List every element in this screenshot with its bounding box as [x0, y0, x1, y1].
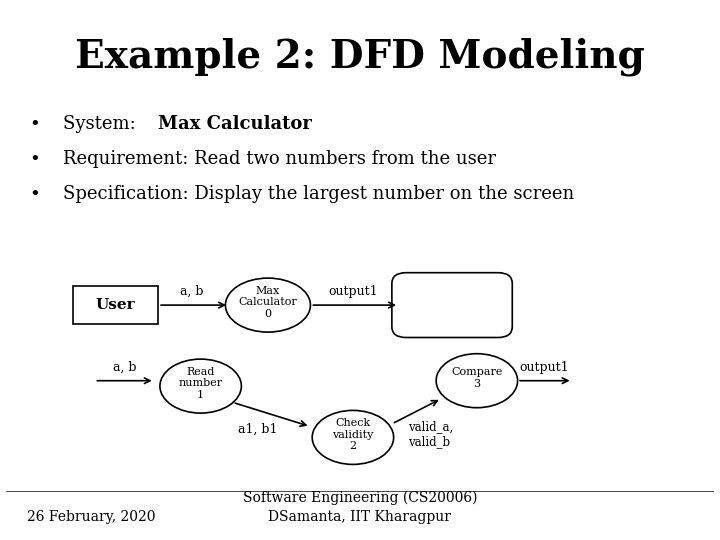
Text: 26 February, 2020: 26 February, 2020 [27, 510, 156, 524]
Text: a1, b1: a1, b1 [238, 422, 277, 435]
Ellipse shape [436, 354, 518, 408]
Text: Max
Calculator
0: Max Calculator 0 [238, 286, 297, 319]
Text: Compare
3: Compare 3 [451, 367, 503, 389]
FancyBboxPatch shape [73, 286, 158, 324]
Text: Requirement: Read two numbers from the user: Requirement: Read two numbers from the u… [63, 150, 495, 168]
Text: Read
number
1: Read number 1 [179, 367, 222, 400]
Text: User: User [96, 298, 135, 312]
Text: System:: System: [63, 115, 187, 133]
Text: valid_a,
valid_b: valid_a, valid_b [408, 420, 454, 448]
Text: •: • [29, 115, 40, 133]
Ellipse shape [312, 410, 394, 464]
Text: Software Engineering (CS20006)
DSamanta, IIT Kharagpur: Software Engineering (CS20006) DSamanta,… [243, 491, 477, 524]
Text: Max Calculator: Max Calculator [158, 115, 312, 133]
Text: a, b: a, b [180, 285, 203, 298]
Text: output1: output1 [519, 361, 569, 374]
Text: Example 2: DFD Modeling: Example 2: DFD Modeling [75, 38, 645, 76]
Text: Specification: Display the largest number on the screen: Specification: Display the largest numbe… [63, 185, 574, 204]
Text: Check
validity
2: Check validity 2 [332, 418, 374, 451]
Ellipse shape [160, 359, 241, 413]
Text: •: • [29, 185, 40, 204]
FancyBboxPatch shape [392, 273, 512, 338]
Text: a, b: a, b [113, 361, 137, 374]
Ellipse shape [225, 278, 310, 332]
Text: output1: output1 [328, 285, 378, 298]
Text: •: • [29, 150, 40, 168]
